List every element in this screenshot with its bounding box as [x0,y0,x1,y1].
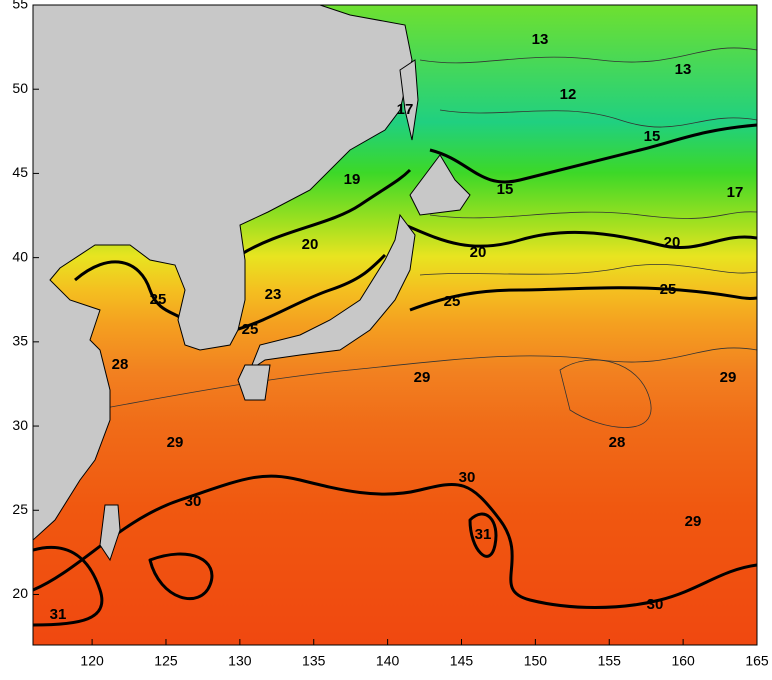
taiwan [99,504,121,562]
y-tick-label: 55 [12,0,28,12]
contour-label: 25 [444,293,461,310]
contour-label: 17 [727,184,744,201]
contour-label: 20 [302,236,319,253]
y-tick-label: 45 [12,164,28,180]
contour-label: 30 [185,493,202,510]
contour-label: 17 [397,101,414,118]
x-tick-label: 165 [745,653,769,669]
contour [429,211,757,219]
contour-label: 19 [344,171,361,188]
contour-label: 25 [660,281,677,298]
contour [419,263,757,276]
contour-label: 29 [685,513,702,530]
contour [39,347,757,421]
contour-label: 13 [532,31,549,48]
kyushu [237,364,271,401]
contour [559,359,652,428]
contour-label: 23 [265,286,282,303]
y-tick-label: 35 [12,333,28,349]
y-tick-label: 30 [12,417,28,433]
contour-label: 31 [475,526,492,543]
map-area [33,5,757,645]
contour-label: 15 [497,181,514,198]
y-tick-label: 40 [12,248,28,264]
contour-label: 25 [150,291,167,308]
contour-label: 30 [647,596,664,613]
x-tick-label: 160 [671,653,695,669]
contour-label: 25 [242,321,259,338]
y-tick-label: 25 [12,501,28,517]
x-tick-label: 155 [598,653,622,669]
contour-label: 30 [459,469,476,486]
contour-label: 28 [609,434,626,451]
contour [419,47,757,64]
x-tick-label: 120 [80,653,104,669]
x-tick-label: 140 [376,653,400,669]
y-tick-label: 50 [12,80,28,96]
map-frame [32,4,758,646]
x-tick-label: 145 [450,653,474,669]
contour-label: 20 [664,234,681,251]
x-tick-label: 135 [302,653,326,669]
sakhalin [399,59,419,141]
contour-label: 13 [675,61,692,78]
hokkaido [409,154,471,216]
x-tick-label: 125 [154,653,178,669]
contour-20 [239,168,757,257]
contour-label: 20 [470,244,487,261]
contour-30 [33,474,757,609]
contour-label: 29 [167,434,184,451]
contour [439,109,757,128]
x-tick-label: 150 [524,653,548,669]
contour-30 [33,545,104,627]
contour-label: 15 [644,128,661,145]
contour-31 [148,512,498,601]
contour-label: 29 [414,369,431,386]
continent [33,5,413,541]
y-tick-label: 20 [12,585,28,601]
x-tick-label: 130 [228,653,252,669]
contour-15 [429,123,757,184]
contour-label: 28 [112,356,129,373]
contour-label: 12 [560,86,577,103]
contour-label: 29 [720,369,737,386]
contour-label: 31 [50,606,67,623]
